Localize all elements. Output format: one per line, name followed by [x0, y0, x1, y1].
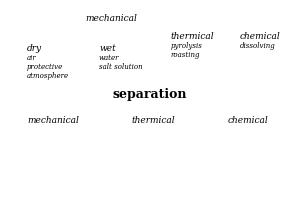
Text: pyrolysis
roasting: pyrolysis roasting: [171, 42, 203, 59]
Text: chemical: chemical: [228, 116, 269, 125]
Text: mechanical: mechanical: [27, 116, 79, 125]
Text: water
salt solution: water salt solution: [99, 54, 142, 71]
Text: chemical: chemical: [240, 32, 281, 41]
Text: separation: separation: [113, 88, 187, 101]
Text: wet: wet: [99, 44, 116, 53]
Text: thermical: thermical: [132, 116, 176, 125]
Text: mechanical: mechanical: [85, 14, 137, 23]
Text: air
protective
atmosphere: air protective atmosphere: [27, 54, 69, 80]
Text: dry: dry: [27, 44, 42, 53]
Text: thermical: thermical: [171, 32, 214, 41]
Text: dissolving: dissolving: [240, 42, 276, 50]
